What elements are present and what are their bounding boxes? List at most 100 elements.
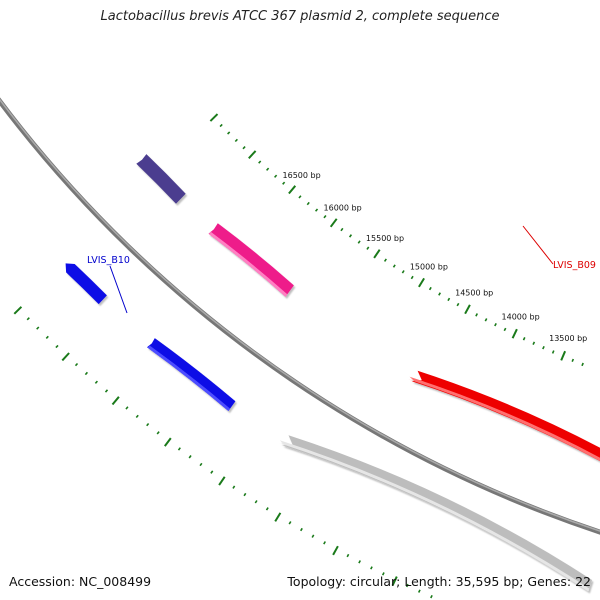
minor-tick — [234, 138, 238, 143]
minor-tick — [273, 174, 278, 178]
minor-tick — [522, 337, 526, 341]
major-tick — [560, 350, 567, 361]
tick-label: 15000 bp — [410, 262, 448, 271]
inner-tick — [243, 492, 247, 497]
accession-text: Accession: NC_008499 — [9, 574, 152, 589]
inner-tick — [125, 406, 129, 410]
major-tick — [418, 277, 425, 288]
inner-tick — [265, 507, 269, 511]
gene-lvis-b09-highlight — [408, 376, 600, 462]
inner-tick — [74, 362, 79, 367]
inner-tick — [218, 476, 226, 486]
tick-label: 16000 bp — [324, 203, 362, 212]
minor-tick — [366, 246, 370, 250]
inner-tick — [430, 594, 433, 599]
inner-tick — [104, 389, 109, 393]
inner-tick — [94, 380, 99, 384]
minor-tick — [258, 160, 262, 164]
inner-tick — [199, 462, 203, 467]
inner-tick — [156, 431, 160, 435]
minor-tick — [348, 234, 353, 238]
inner-tick — [164, 437, 172, 447]
leader-line-lvis-b10 — [109, 265, 128, 314]
inner-tick — [391, 576, 398, 587]
minor-tick — [410, 275, 414, 280]
minor-tick — [581, 362, 584, 367]
inner-tick — [177, 447, 181, 451]
inner-tick — [13, 306, 23, 315]
gene-purple[interactable] — [136, 154, 186, 204]
minor-tick — [551, 350, 555, 354]
minor-tick — [219, 123, 223, 128]
major-tick — [248, 150, 257, 159]
minor-tick — [475, 313, 479, 317]
inner-tick — [311, 534, 315, 538]
minor-tick — [456, 302, 460, 307]
inner-tick — [84, 371, 89, 376]
map-title: Lactobacillus brevis ATCC 367 plasmid 2,… — [100, 9, 500, 24]
tick-label: 15500 bp — [366, 234, 404, 243]
minor-tick — [503, 327, 507, 332]
tick-label: 14500 bp — [455, 289, 493, 298]
inner-tick — [111, 396, 120, 406]
backbone-highlight — [0, 98, 600, 532]
map-summary: Topology: circular; Length: 35,595 bp; G… — [287, 574, 591, 589]
minor-tick — [428, 286, 432, 291]
major-tick — [209, 113, 219, 122]
minor-tick — [227, 131, 231, 135]
major-tick — [288, 185, 297, 195]
tick-marks — [13, 113, 584, 599]
inner-tick — [288, 521, 292, 525]
minor-tick — [484, 318, 488, 322]
minor-tick — [306, 201, 310, 206]
gene-blue-left[interactable] — [65, 263, 107, 305]
inner-tick — [332, 545, 339, 556]
minor-tick — [438, 292, 441, 296]
minor-tick — [392, 264, 396, 268]
inner-tick — [232, 485, 236, 489]
inner-tick — [274, 512, 282, 522]
gene-lvis-b10[interactable] — [208, 223, 294, 297]
gene-blue[interactable] — [147, 338, 236, 411]
minor-tick — [298, 195, 302, 199]
inner-tick — [323, 541, 326, 545]
gene-gray[interactable] — [282, 435, 592, 592]
inner-tick — [346, 553, 350, 558]
backbone-ring — [0, 97, 600, 535]
inner-tick — [210, 470, 214, 474]
major-tick — [511, 328, 518, 339]
minor-tick — [401, 270, 405, 274]
minor-tick — [447, 297, 451, 302]
tick-label: 16500 bp — [283, 171, 321, 180]
minor-tick — [571, 358, 575, 363]
gene-lvis-b09[interactable] — [411, 370, 600, 476]
inner-tick — [405, 583, 409, 588]
inner-tick — [26, 317, 30, 321]
inner-tick — [300, 527, 303, 532]
inner-tick — [45, 335, 49, 339]
minor-tick — [282, 181, 286, 185]
inner-tick — [381, 572, 385, 576]
leader-line-lvis-b09 — [522, 225, 554, 265]
inner-tick — [188, 455, 192, 459]
inner-tick — [358, 560, 362, 564]
inner-tick — [146, 422, 150, 427]
gene-label-lvis-b10[interactable]: LVIS_B10 — [87, 255, 130, 266]
major-tick — [329, 218, 338, 228]
inner-tick — [417, 589, 421, 593]
tick-label: 14000 bp — [502, 313, 540, 322]
inner-tick — [55, 344, 59, 349]
inner-tick — [61, 352, 70, 362]
major-tick — [373, 249, 381, 259]
inner-tick — [135, 414, 139, 419]
gene-label-lvis-b09[interactable]: LVIS_B09 — [553, 260, 596, 271]
tick-labels: 13500 bp 14000 bp 14500 bp 15000 bp 15500 bp… — [283, 171, 588, 343]
minor-tick — [323, 215, 327, 219]
gene-lvis-b10-highlight — [208, 231, 288, 297]
minor-tick — [242, 146, 246, 150]
minor-tick — [383, 258, 387, 262]
minor-tick — [314, 208, 319, 212]
inner-tick — [36, 326, 40, 330]
inner-tick — [370, 566, 373, 570]
